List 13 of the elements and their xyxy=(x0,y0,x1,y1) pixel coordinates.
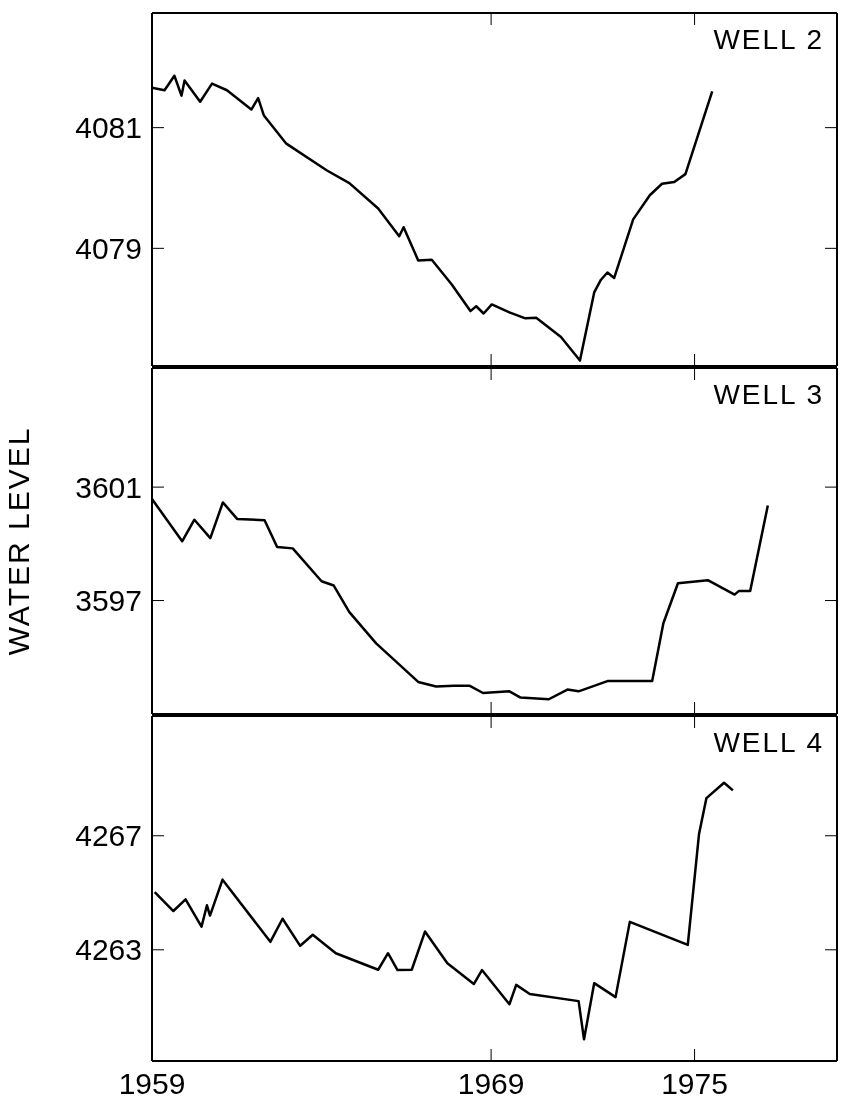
chart-title: WELL 4 xyxy=(713,727,824,759)
y-tick-label: 4263 xyxy=(75,933,142,967)
chart-title: WELL 3 xyxy=(713,379,824,411)
x-tick-label: 1975 xyxy=(661,1067,728,1101)
x-tick-label: 1969 xyxy=(457,1067,525,1101)
y-axis-title: WATER LEVEL xyxy=(1,426,35,656)
y-tick-label: 3601 xyxy=(75,470,142,504)
y-tick-label: 4267 xyxy=(75,819,142,853)
y-tick-label: 4079 xyxy=(75,231,142,265)
y-tick-label: 4081 xyxy=(75,111,142,145)
y-tick-label: 3597 xyxy=(75,584,142,618)
chart-title: WELL 2 xyxy=(713,24,824,56)
x-tick-label: 1959 xyxy=(118,1067,186,1101)
